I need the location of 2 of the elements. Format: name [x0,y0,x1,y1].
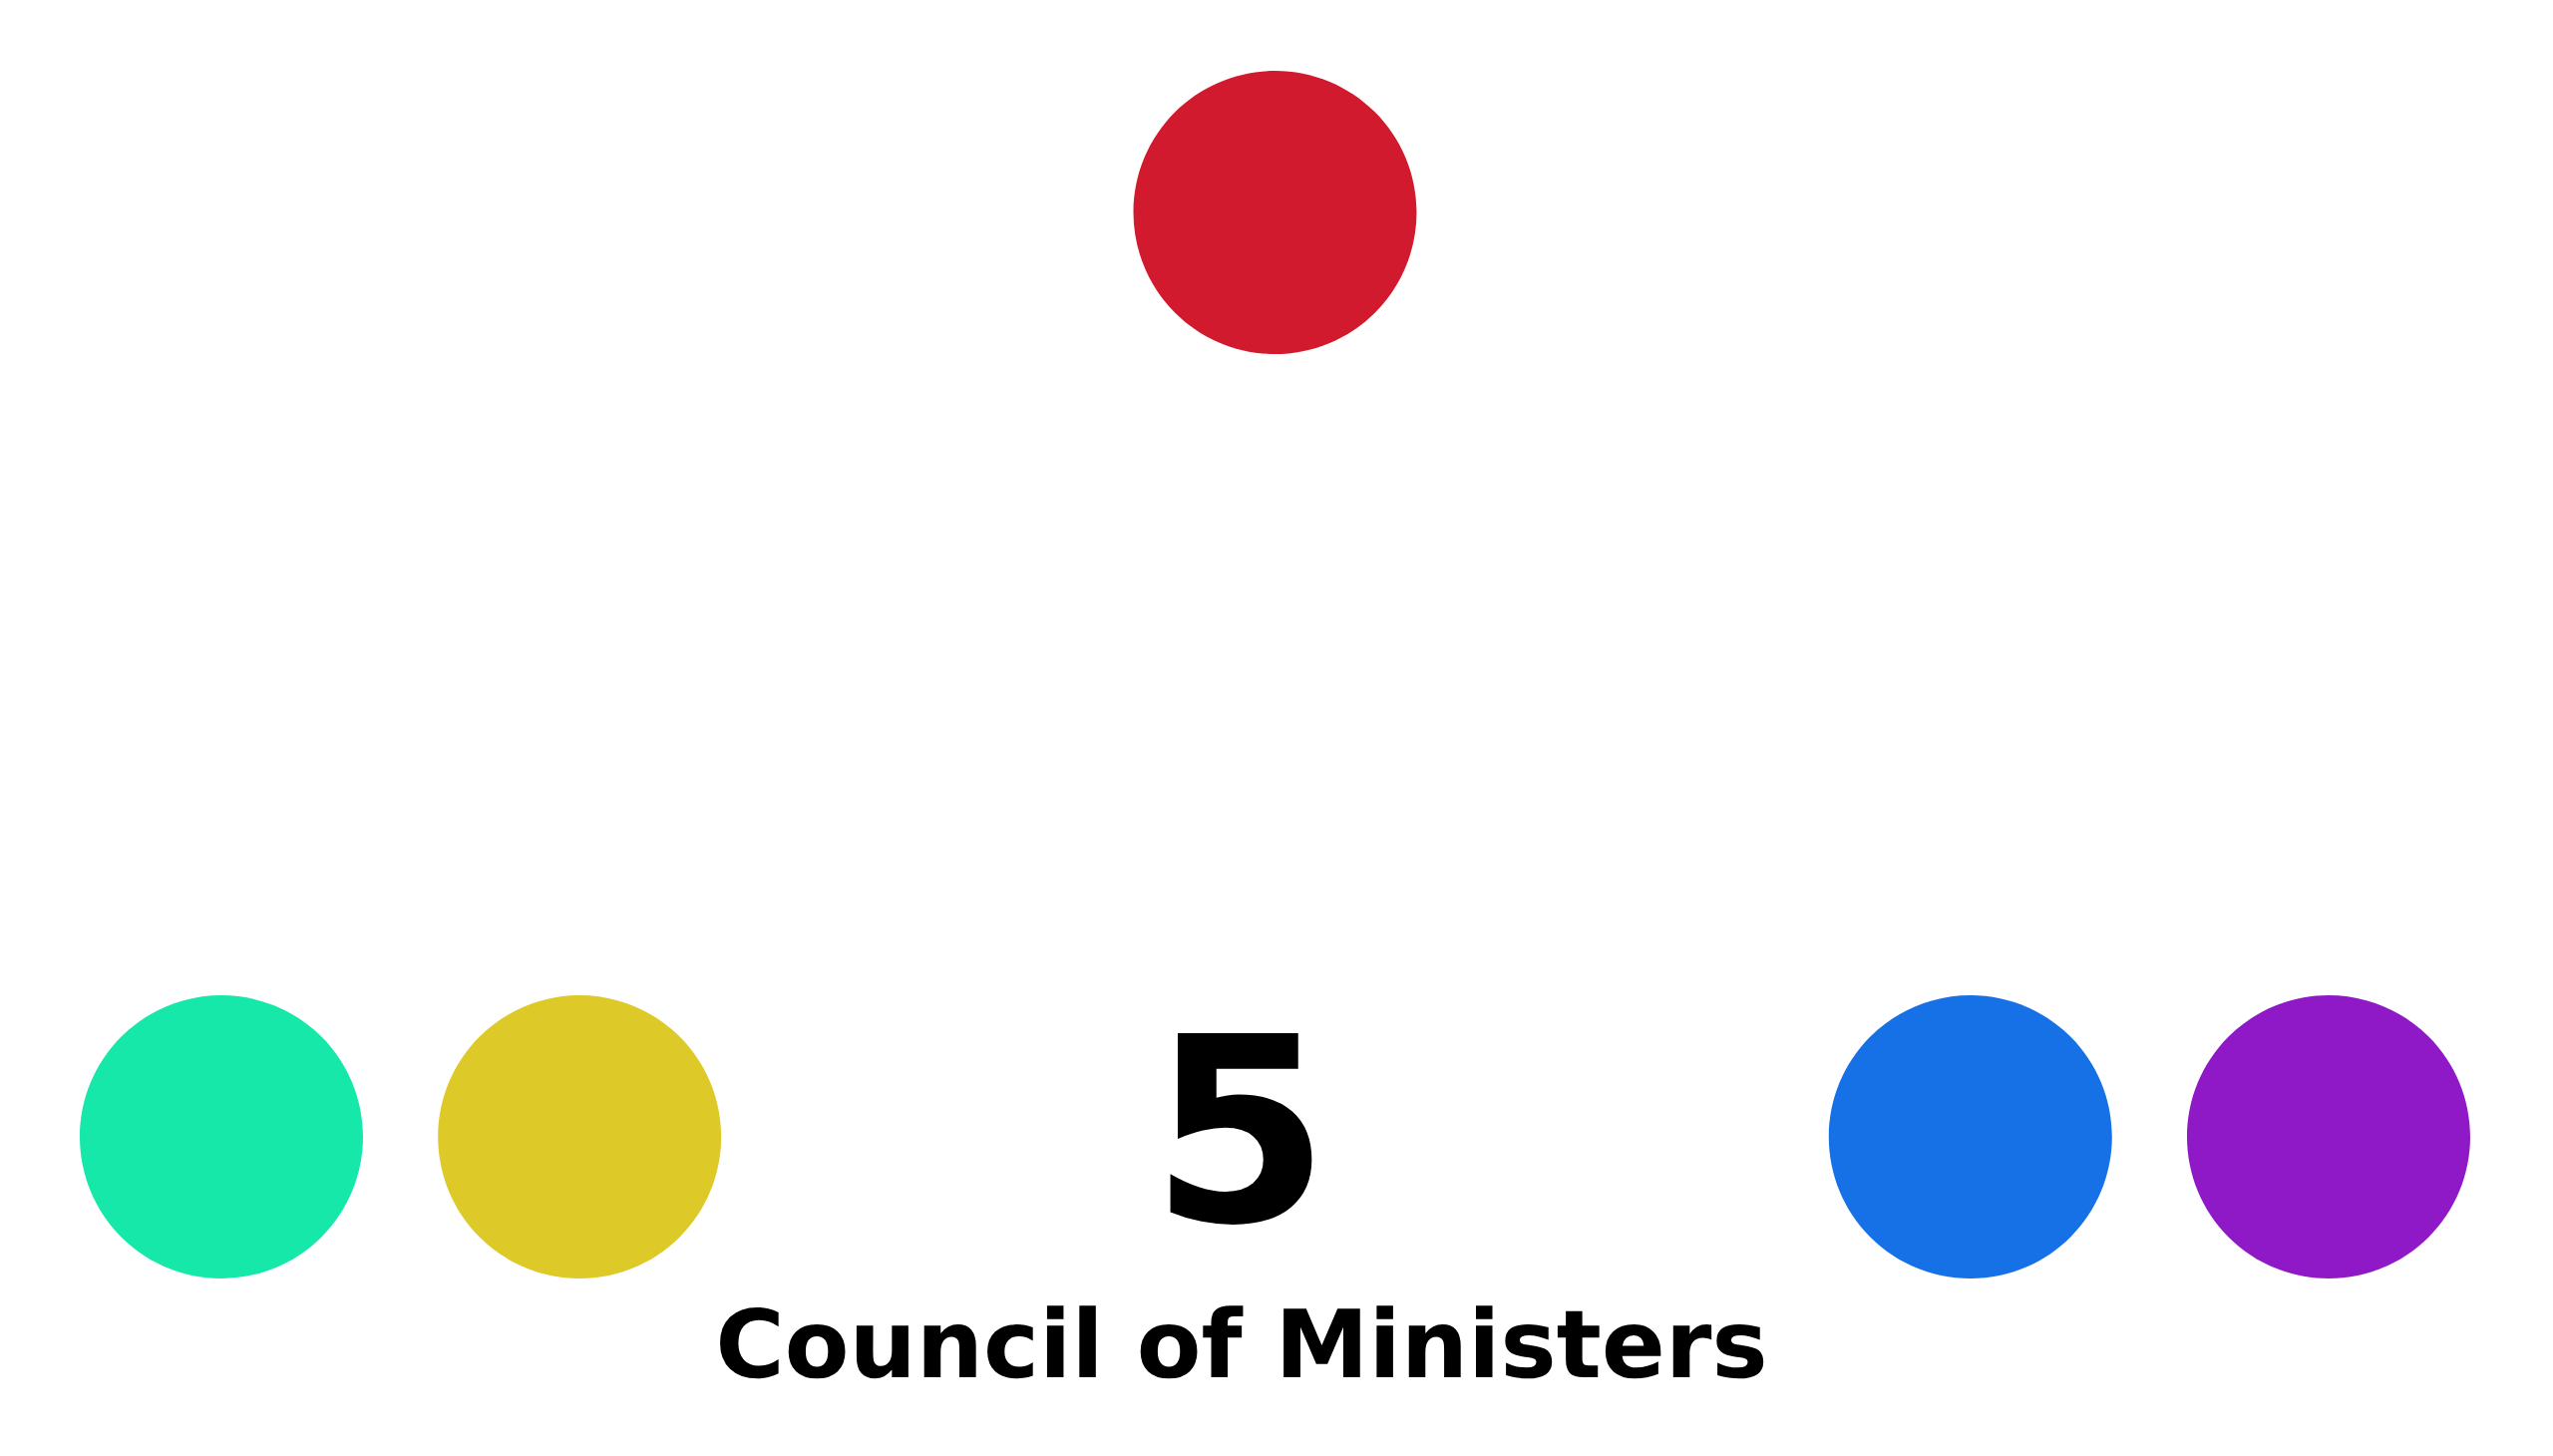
text: Council of Ministers [720,1305,1764,1379]
data-label: 5 [1170,1032,1312,1225]
